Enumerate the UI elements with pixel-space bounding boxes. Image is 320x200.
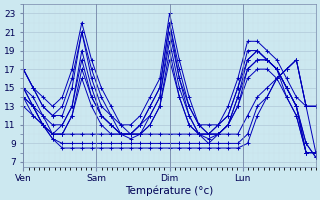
X-axis label: Température (°c): Température (°c) (125, 185, 214, 196)
